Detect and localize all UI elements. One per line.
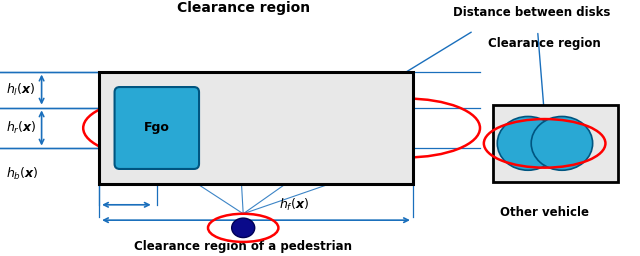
Bar: [493, 105, 618, 182]
Bar: [493, 105, 618, 182]
Ellipse shape: [232, 218, 255, 238]
Text: Fgo: Fgo: [144, 122, 170, 134]
Text: Clearance region of a pedestrian: Clearance region of a pedestrian: [134, 240, 352, 253]
Ellipse shape: [497, 116, 559, 170]
Text: Distance between disks: Distance between disks: [452, 6, 610, 19]
Text: Clearance region: Clearance region: [177, 1, 310, 15]
Text: Clearance region: Clearance region: [488, 37, 601, 50]
Text: $h_r(\boldsymbol{x})$: $h_r(\boldsymbol{x})$: [6, 120, 37, 136]
Text: $h_l(\boldsymbol{x})$: $h_l(\boldsymbol{x})$: [6, 82, 36, 98]
Ellipse shape: [531, 116, 593, 170]
Text: Other vehicle: Other vehicle: [500, 206, 589, 219]
Text: $h_f(\boldsymbol{x})$: $h_f(\boldsymbol{x})$: [279, 197, 310, 213]
Bar: [99, 72, 413, 184]
FancyBboxPatch shape: [115, 87, 199, 169]
Text: $h_b(\boldsymbol{x})$: $h_b(\boldsymbol{x})$: [6, 166, 39, 182]
